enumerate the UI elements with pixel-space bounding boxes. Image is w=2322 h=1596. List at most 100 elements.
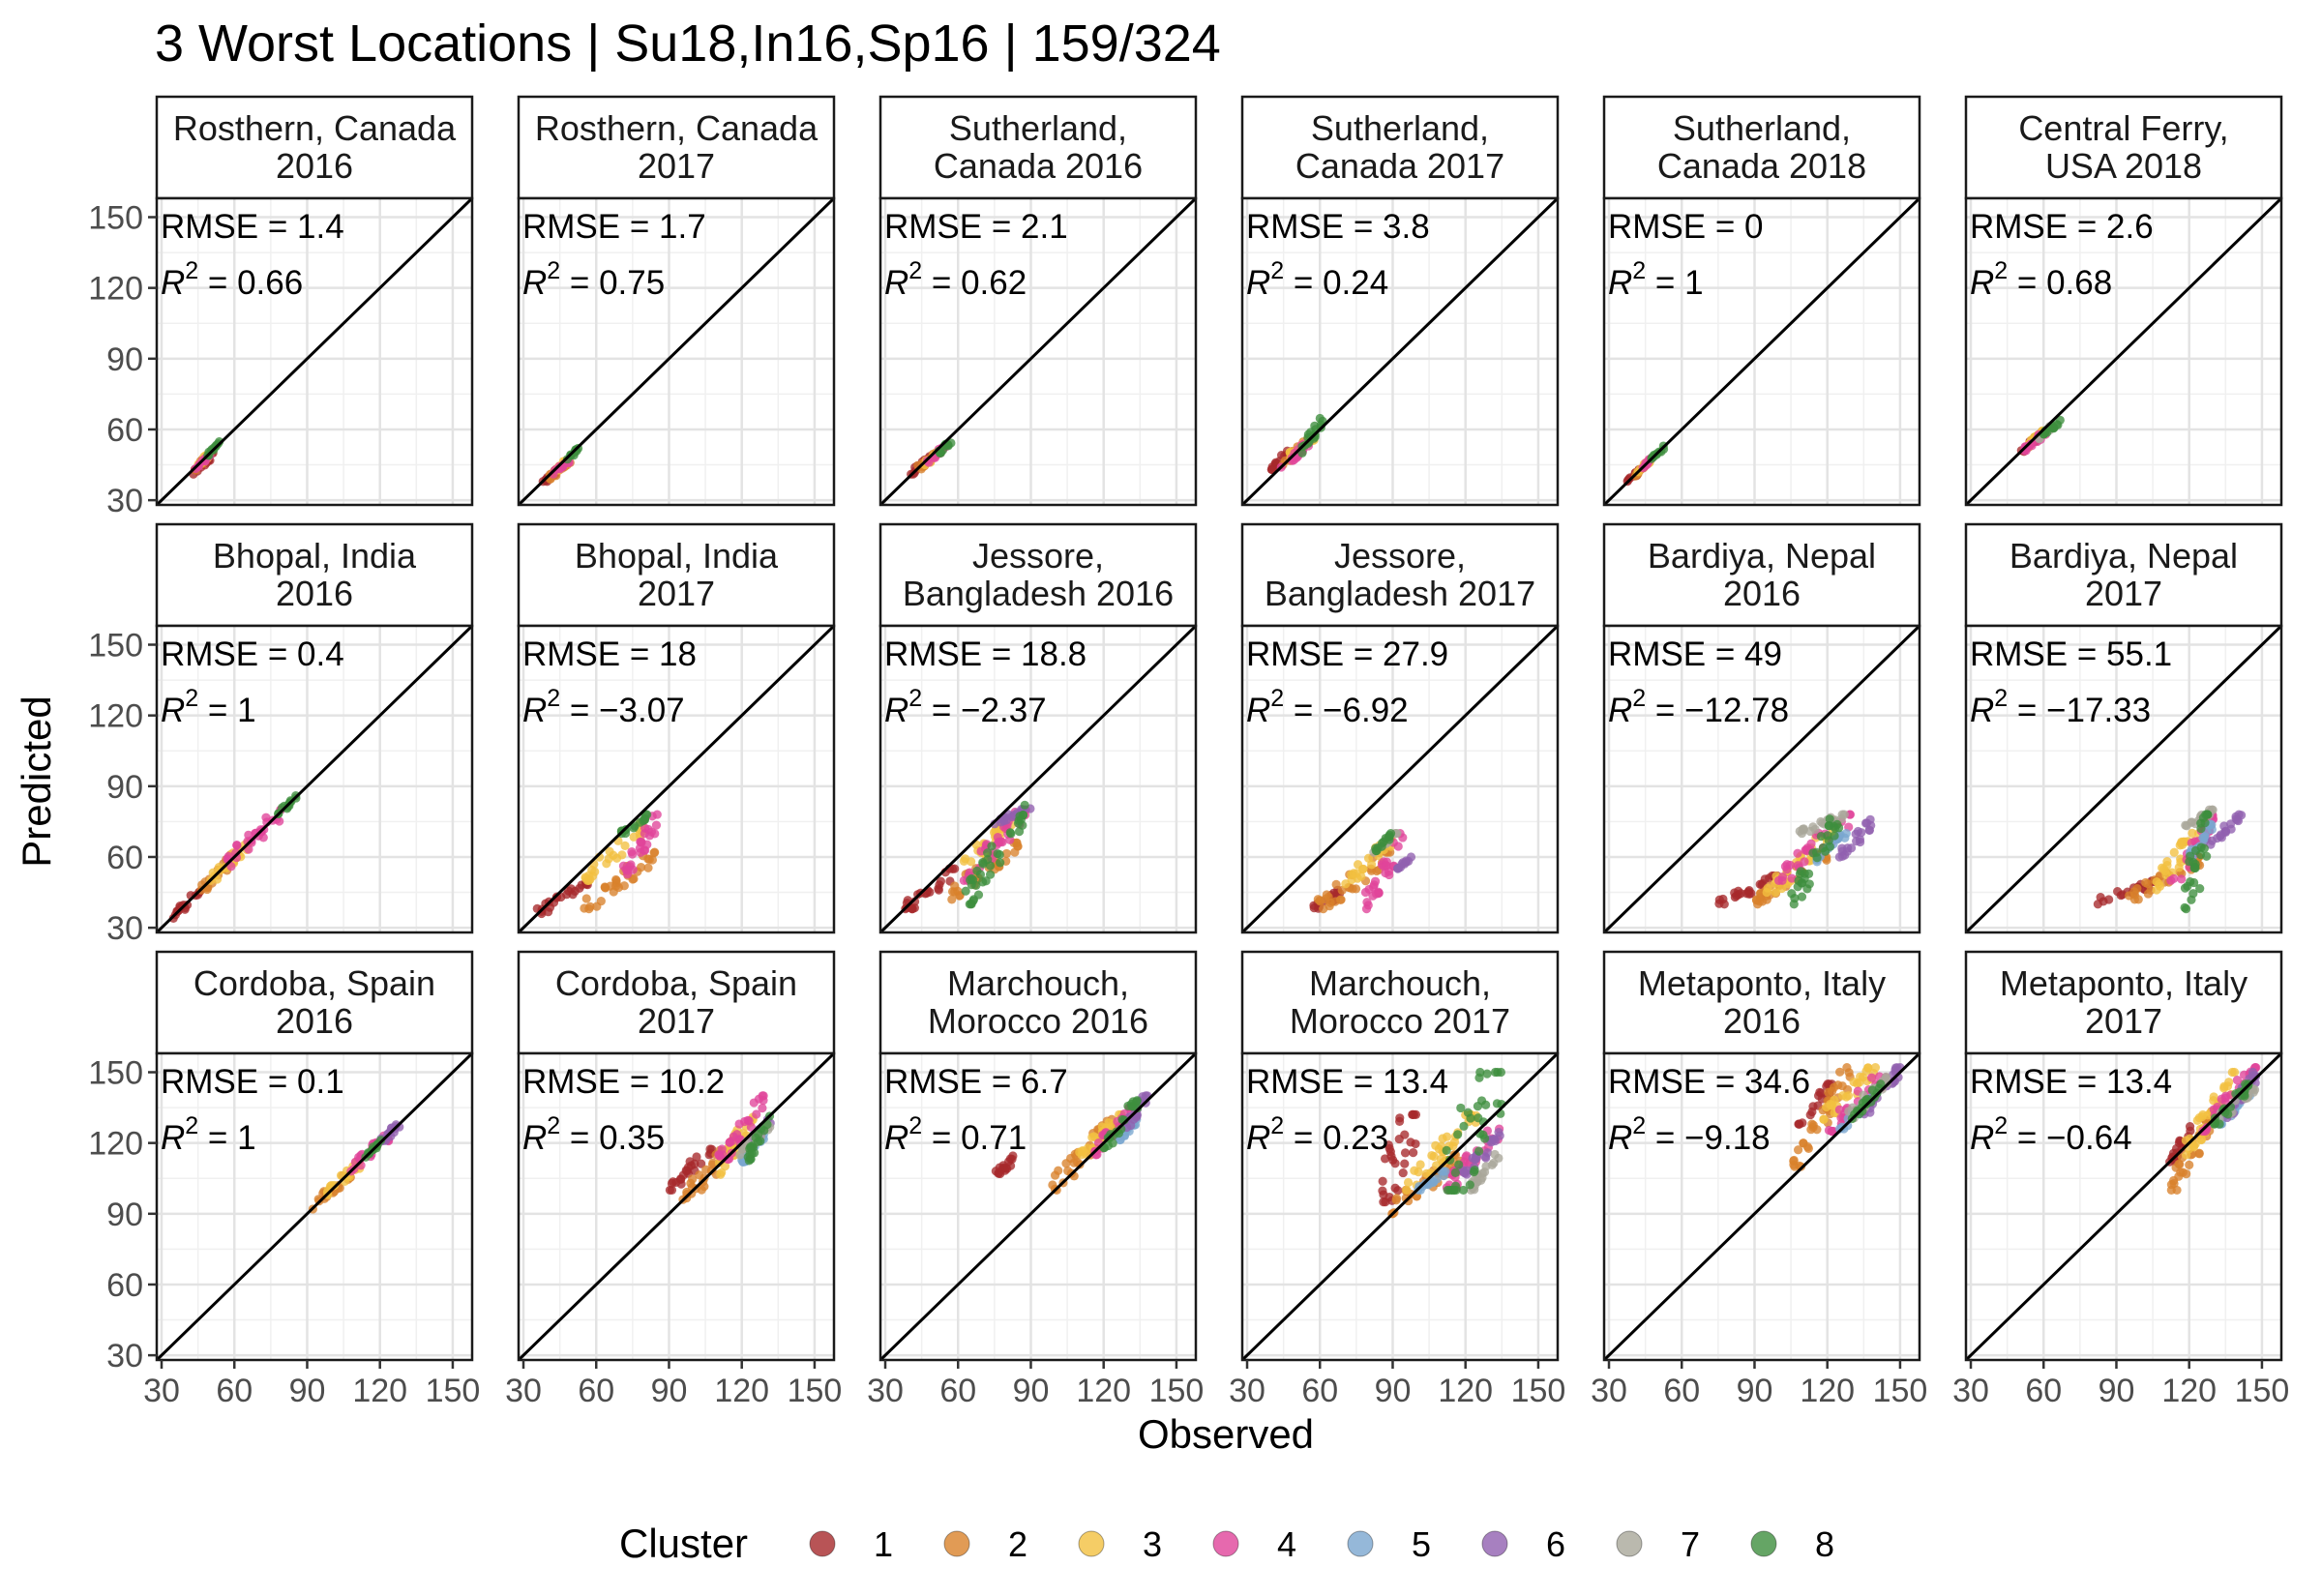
facet-strip bbox=[1964, 950, 2283, 1055]
data-point bbox=[1793, 1145, 1803, 1155]
data-point bbox=[1393, 1186, 1403, 1196]
data-point bbox=[1398, 1167, 1408, 1178]
data-point bbox=[667, 1185, 677, 1196]
data-point bbox=[2141, 877, 2151, 888]
data-point bbox=[1020, 800, 1029, 810]
data-point bbox=[2195, 884, 2205, 894]
data-point bbox=[1378, 1176, 1387, 1186]
data-point bbox=[587, 865, 597, 874]
facet-strip-label: Cordoba, Spain bbox=[555, 963, 797, 1003]
data-point bbox=[1400, 1159, 1410, 1168]
data-point bbox=[1015, 812, 1025, 821]
panel-data bbox=[1242, 198, 1558, 505]
data-point bbox=[1384, 1140, 1393, 1150]
facet-strip-label: 2017 bbox=[638, 146, 715, 186]
data-point bbox=[1830, 831, 1839, 841]
data-point bbox=[1476, 1175, 1486, 1185]
data-point bbox=[967, 899, 976, 908]
facet-panel: Sutherland,Canada 2017 RMSE = 3.8 R2 = 0.2… bbox=[1240, 95, 1560, 507]
facet-strip-label: Cordoba, Spain bbox=[194, 963, 435, 1003]
panel-border bbox=[1240, 624, 1560, 934]
data-point bbox=[985, 870, 996, 879]
r-squared-label: R2 = 0.62 bbox=[884, 257, 1027, 302]
data-point bbox=[636, 837, 645, 846]
chart-title: 3 Worst Locations | Su18,In16,Sp16 | 159… bbox=[155, 15, 1221, 73]
data-point bbox=[605, 846, 614, 856]
panel-border bbox=[1602, 1051, 1921, 1362]
panel-border bbox=[155, 624, 474, 934]
data-point bbox=[258, 833, 268, 842]
data-point bbox=[2209, 1092, 2218, 1102]
data-point bbox=[1751, 895, 1762, 904]
panel-border bbox=[1240, 196, 1560, 507]
r-squared-label: R2 = 0.66 bbox=[161, 257, 303, 302]
facet-strip-label: 2017 bbox=[638, 574, 715, 613]
facet-strip-label: Rosthern, Canada bbox=[535, 108, 819, 148]
data-point bbox=[1795, 1119, 1804, 1129]
data-point bbox=[692, 1152, 701, 1162]
facet-panel: Central Ferry,USA 2018 RMSE = 2.6 R2 = 0.6… bbox=[1964, 95, 2283, 507]
identity-line bbox=[1966, 626, 2281, 932]
legend-label: 5 bbox=[1412, 1524, 1431, 1564]
data-point bbox=[640, 814, 649, 824]
x-tick-label: 30 bbox=[1229, 1373, 1265, 1409]
data-point bbox=[1411, 1138, 1420, 1149]
y-tick-label: 60 bbox=[106, 412, 143, 449]
data-point bbox=[1361, 904, 1372, 914]
data-point bbox=[1353, 860, 1363, 870]
x-tick-label: 60 bbox=[578, 1373, 614, 1409]
data-point bbox=[1063, 1166, 1073, 1176]
panel-border bbox=[1240, 1051, 1560, 1362]
data-point bbox=[1362, 898, 1372, 907]
data-point bbox=[685, 1157, 695, 1167]
data-point bbox=[2237, 811, 2247, 820]
facet-strip bbox=[1240, 522, 1560, 628]
data-point bbox=[1450, 1150, 1460, 1160]
data-point bbox=[1765, 873, 1774, 883]
data-point bbox=[1858, 1107, 1867, 1116]
data-point bbox=[2187, 817, 2197, 827]
data-point bbox=[2180, 902, 2189, 912]
data-point bbox=[643, 863, 653, 872]
data-point bbox=[1410, 1166, 1419, 1175]
data-point bbox=[1319, 904, 1328, 914]
data-point bbox=[1391, 1194, 1402, 1203]
data-point bbox=[1494, 1153, 1503, 1163]
data-point bbox=[1789, 1155, 1799, 1166]
data-point bbox=[1799, 1138, 1808, 1148]
data-point bbox=[1816, 832, 1826, 842]
x-tick-label: 90 bbox=[1013, 1373, 1050, 1409]
data-point bbox=[1782, 865, 1792, 874]
y-tick-label: 120 bbox=[88, 271, 143, 308]
panel-data bbox=[1966, 198, 2281, 505]
panel-data bbox=[880, 1053, 1196, 1360]
y-tick-label: 150 bbox=[88, 628, 143, 665]
facet-strip-label: 2017 bbox=[638, 1001, 715, 1041]
data-point bbox=[1390, 1159, 1400, 1168]
identity-line bbox=[157, 1053, 472, 1360]
data-point bbox=[1812, 1125, 1822, 1135]
r-squared-label: R2 = 0.23 bbox=[1246, 1112, 1388, 1157]
data-point bbox=[1356, 872, 1366, 881]
legend-item: 1 bbox=[809, 1524, 893, 1564]
panel-border bbox=[155, 196, 474, 507]
data-point bbox=[1366, 866, 1377, 875]
data-point bbox=[1482, 1069, 1492, 1079]
rmse-label: RMSE = 55.1 bbox=[1970, 635, 2172, 673]
data-point bbox=[629, 832, 639, 842]
x-tick-label: 150 bbox=[1511, 1373, 1566, 1409]
facet-strip bbox=[1602, 95, 1921, 200]
data-point bbox=[1835, 1067, 1845, 1077]
data-point bbox=[640, 845, 649, 855]
legend-label: 2 bbox=[1008, 1524, 1027, 1564]
data-point bbox=[1368, 891, 1378, 901]
data-point bbox=[2177, 874, 2187, 884]
facet-strip-label: Metaponto, Italy bbox=[2000, 963, 2248, 1003]
data-point bbox=[1453, 1130, 1463, 1139]
data-point bbox=[1800, 869, 1809, 878]
data-point bbox=[1808, 848, 1818, 858]
data-point bbox=[232, 841, 242, 850]
